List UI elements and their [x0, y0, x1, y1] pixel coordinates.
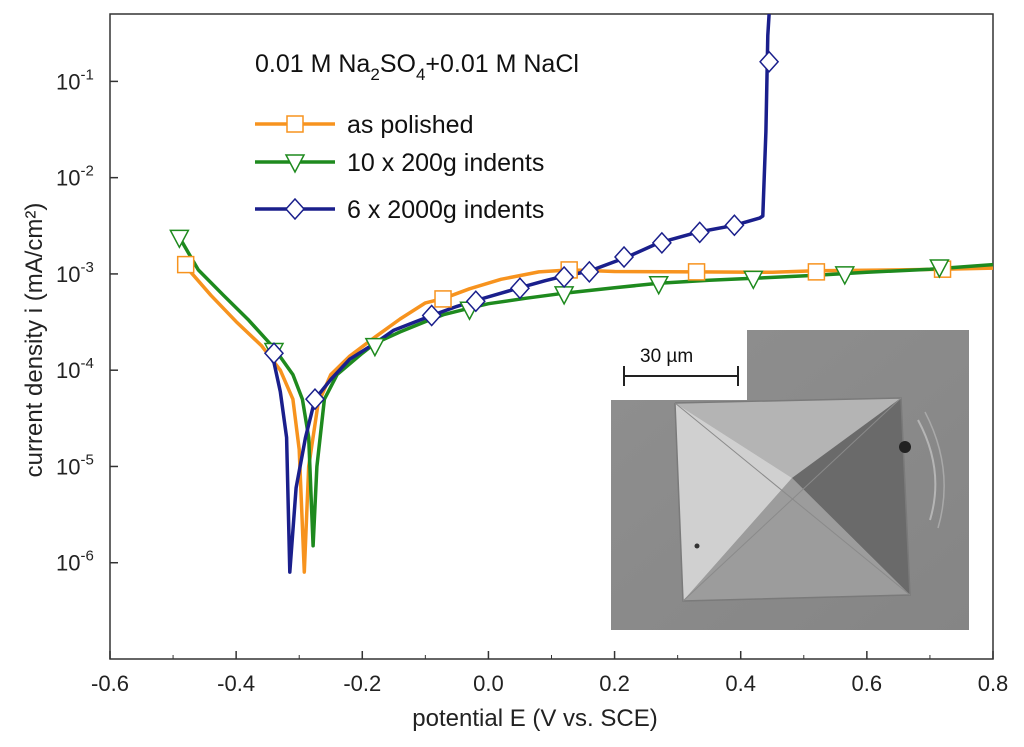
chart-title: 0.01 M Na2SO4+0.01 M NaCl: [255, 50, 579, 84]
y-axis: 10-6 10-5 10-4 10-3 10-2 10-1: [56, 66, 118, 576]
data-point-series-1: [364, 337, 386, 358]
legend: as polished 10 x 200g indents 6 x 2000g in…: [255, 111, 544, 224]
data-point-series-2: [689, 221, 710, 244]
y-tick-label: 10-6: [56, 548, 94, 576]
data-point-series-2: [509, 277, 530, 300]
data-point-series-0: [807, 263, 826, 281]
data-point-series-1: [929, 259, 950, 279]
x-tick-label: -0.6: [91, 671, 129, 696]
data-point-series-0: [434, 290, 452, 308]
scale-bar-label: 30 µm: [640, 346, 693, 367]
legend-label: as polished: [347, 111, 473, 139]
data-point-series-2: [465, 290, 486, 313]
data-point-series-2: [421, 304, 442, 327]
series-line-1: [177, 236, 993, 548]
marker-layer: [169, 50, 952, 411]
data-point-series-2: [579, 260, 600, 284]
data-point-series-2: [263, 342, 284, 365]
legend-swatch-marker: [284, 154, 306, 174]
y-tick-label: 10-2: [56, 163, 94, 191]
data-point-series-2: [614, 245, 635, 269]
legend-swatch-marker: [286, 115, 304, 133]
y-tick-label: 10-5: [56, 451, 94, 479]
data-point-series-2: [724, 214, 745, 237]
x-axis-title: potential E (V vs. SCE): [412, 705, 657, 732]
data-point-series-0: [687, 263, 706, 281]
scale-bar: 30 µm: [623, 346, 739, 386]
y-axis-title: current density i (mA/cm²): [21, 203, 48, 478]
data-point-series-2: [759, 50, 780, 73]
legend-label: 10 x 200g indents: [347, 149, 544, 177]
x-tick-label: 0.4: [725, 671, 756, 696]
data-point-series-0: [176, 255, 195, 274]
x-tick-label: -0.2: [343, 671, 381, 696]
y-tick-label: 10-1: [56, 66, 94, 94]
y-tick-label: 10-3: [56, 259, 94, 287]
data-point-series-2: [554, 265, 575, 289]
x-tick-label: 0.0: [473, 671, 504, 696]
x-axis: -0.6 -0.4 -0.2 0.0 0.2 0.4 0.6 0.8: [91, 651, 1008, 696]
data-point-series-2: [304, 388, 325, 411]
x-tick-label: 0.6: [852, 671, 883, 696]
x-tick-label: 0.8: [978, 671, 1009, 696]
x-tick-label: -0.4: [217, 671, 255, 696]
data-point-series-1: [169, 229, 190, 249]
y-tick-label: 10-4: [56, 355, 94, 383]
data-point-series-1: [648, 276, 669, 296]
legend-label: 6 x 2000g indents: [347, 196, 544, 224]
sem-inset-image: [611, 330, 969, 630]
data-point-series-1: [834, 266, 856, 286]
data-point-series-2: [651, 231, 672, 255]
x-tick-label: 0.2: [599, 671, 630, 696]
data-point-series-1: [743, 270, 764, 290]
legend-swatch-marker: [284, 197, 306, 221]
